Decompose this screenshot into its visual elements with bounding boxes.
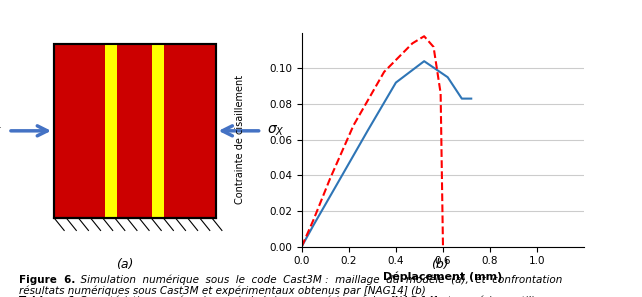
Bar — [54, 44, 216, 218]
Bar — [152, 44, 164, 218]
Text: $\sigma_X$: $\sigma_X$ — [267, 124, 284, 138]
Y-axis label: Contrainte de cisaillement: Contrainte de cisaillement — [235, 75, 245, 204]
Text: (b): (b) — [431, 258, 449, 271]
Text: $\sigma_X$: $\sigma_X$ — [0, 124, 3, 138]
Text: Simulation  numérique  sous  le  code  Cast3M :  maillage  du  modèle  (a),  et : Simulation numérique sous le code Cast3M… — [74, 275, 562, 285]
Text: Tableau 1.: Tableau 1. — [19, 296, 80, 297]
Text: (a): (a) — [116, 258, 134, 271]
X-axis label: Déplacement (mm): Déplacement (mm) — [383, 272, 503, 282]
Text: Figure  6.: Figure 6. — [19, 275, 76, 285]
Text: résultats numériques sous Cast3M et expérimentaux obtenus par [NAG14] (b): résultats numériques sous Cast3M et expé… — [19, 286, 426, 296]
Bar — [105, 44, 117, 218]
Text: Caractéristiques mécaniques de la brique : expérimentales [NAG 14] et numérique : Caractéristiques mécaniques de la brique… — [76, 296, 539, 297]
Bar — [54, 44, 216, 218]
